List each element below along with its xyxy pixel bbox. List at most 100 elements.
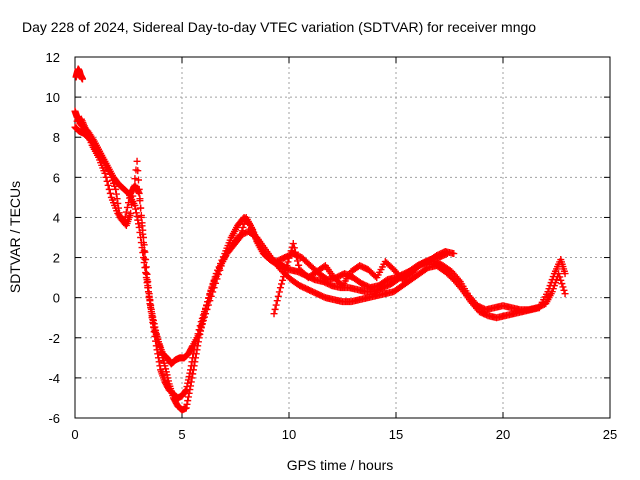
- data-point: [558, 280, 566, 288]
- data-point: [183, 383, 191, 391]
- data-point: [197, 318, 205, 326]
- data-point: [142, 256, 150, 264]
- data-point: [155, 358, 163, 366]
- data-point: [144, 284, 152, 292]
- data-point: [189, 354, 197, 362]
- data-point: [207, 288, 215, 296]
- data-point: [199, 311, 207, 319]
- data-point: [122, 208, 130, 216]
- data-point: [559, 283, 567, 291]
- x-tick-label: 20: [496, 427, 510, 442]
- data-point: [190, 346, 198, 354]
- data-point: [193, 334, 201, 342]
- data-point: [272, 301, 280, 309]
- data-point: [273, 297, 281, 305]
- data-point: [138, 219, 146, 227]
- data-point: [282, 265, 290, 273]
- axis-ticks: 0 5 10 15 20 25 -6 -4 -2 0 2 4 6 8 10 12: [46, 50, 618, 442]
- data-point: [285, 254, 293, 262]
- x-tick-label: 10: [282, 427, 296, 442]
- data-point: [237, 230, 245, 238]
- data-point: [292, 253, 300, 261]
- grid-lines: [75, 57, 610, 418]
- data-point: [182, 404, 190, 412]
- data-point: [149, 318, 157, 326]
- data-point: [295, 261, 303, 269]
- y-tick-label: -4: [48, 371, 60, 386]
- data-point: [113, 195, 121, 203]
- data-point: [200, 308, 208, 316]
- data-point: [556, 273, 564, 281]
- data-point: [139, 234, 147, 241]
- data-point: [290, 244, 298, 252]
- y-tick-label: 4: [53, 210, 60, 225]
- data-point: [106, 189, 114, 197]
- data-point: [103, 177, 111, 185]
- data-point: [208, 284, 216, 292]
- data-point: [183, 400, 191, 408]
- data-point: [101, 169, 109, 177]
- data-series: [71, 65, 569, 414]
- data-point: [137, 211, 145, 219]
- series-5: [72, 65, 86, 83]
- data-point: [195, 326, 203, 334]
- data-point: [102, 173, 110, 181]
- data-point: [557, 276, 565, 284]
- y-tick-label: 10: [46, 90, 60, 105]
- data-point: [280, 273, 288, 281]
- data-point: [289, 240, 297, 248]
- data-point: [140, 241, 148, 249]
- data-point: [235, 235, 243, 243]
- data-point: [561, 270, 569, 278]
- data-point: [188, 358, 196, 366]
- data-point: [182, 386, 190, 394]
- y-tick-label: 6: [53, 170, 60, 185]
- data-point: [274, 292, 282, 300]
- data-point: [184, 397, 192, 405]
- data-point: [78, 75, 86, 83]
- data-point: [209, 281, 217, 289]
- data-point: [150, 328, 158, 336]
- data-point: [120, 217, 128, 225]
- data-point: [238, 227, 246, 235]
- y-tick-label: -6: [48, 411, 60, 426]
- data-point: [184, 379, 192, 387]
- data-point: [281, 269, 289, 277]
- chart-title: Day 228 of 2024, Sidereal Day-to-day VTE…: [22, 19, 536, 35]
- data-point: [283, 262, 291, 270]
- data-point: [294, 257, 302, 265]
- data-point: [152, 342, 160, 350]
- data-point: [186, 369, 194, 377]
- data-point: [125, 199, 132, 207]
- data-point: [184, 376, 192, 384]
- data-point: [121, 213, 129, 221]
- data-point: [123, 203, 131, 211]
- data-point: [271, 305, 279, 313]
- data-point: [196, 322, 204, 330]
- data-point: [279, 276, 287, 284]
- data-point: [144, 278, 152, 286]
- y-tick-label: 2: [53, 251, 60, 266]
- data-point: [239, 223, 247, 231]
- data-point: [236, 234, 244, 241]
- data-point: [105, 185, 113, 193]
- data-point: [278, 280, 286, 288]
- data-point: [275, 288, 283, 296]
- data-point: [189, 350, 197, 358]
- y-tick-label: 0: [53, 291, 60, 306]
- data-point: [205, 294, 213, 302]
- data-point: [134, 220, 142, 228]
- data-point: [192, 338, 200, 346]
- x-tick-label: 25: [603, 427, 617, 442]
- data-point: [141, 248, 149, 256]
- data-point: [561, 290, 569, 298]
- data-point: [149, 323, 157, 331]
- data-point: [191, 342, 199, 350]
- data-point: [127, 209, 135, 217]
- data-point: [140, 247, 148, 255]
- plot-frame: [74, 56, 611, 419]
- data-point: [134, 216, 142, 224]
- data-point: [204, 298, 212, 306]
- x-tick-label: 5: [178, 427, 185, 442]
